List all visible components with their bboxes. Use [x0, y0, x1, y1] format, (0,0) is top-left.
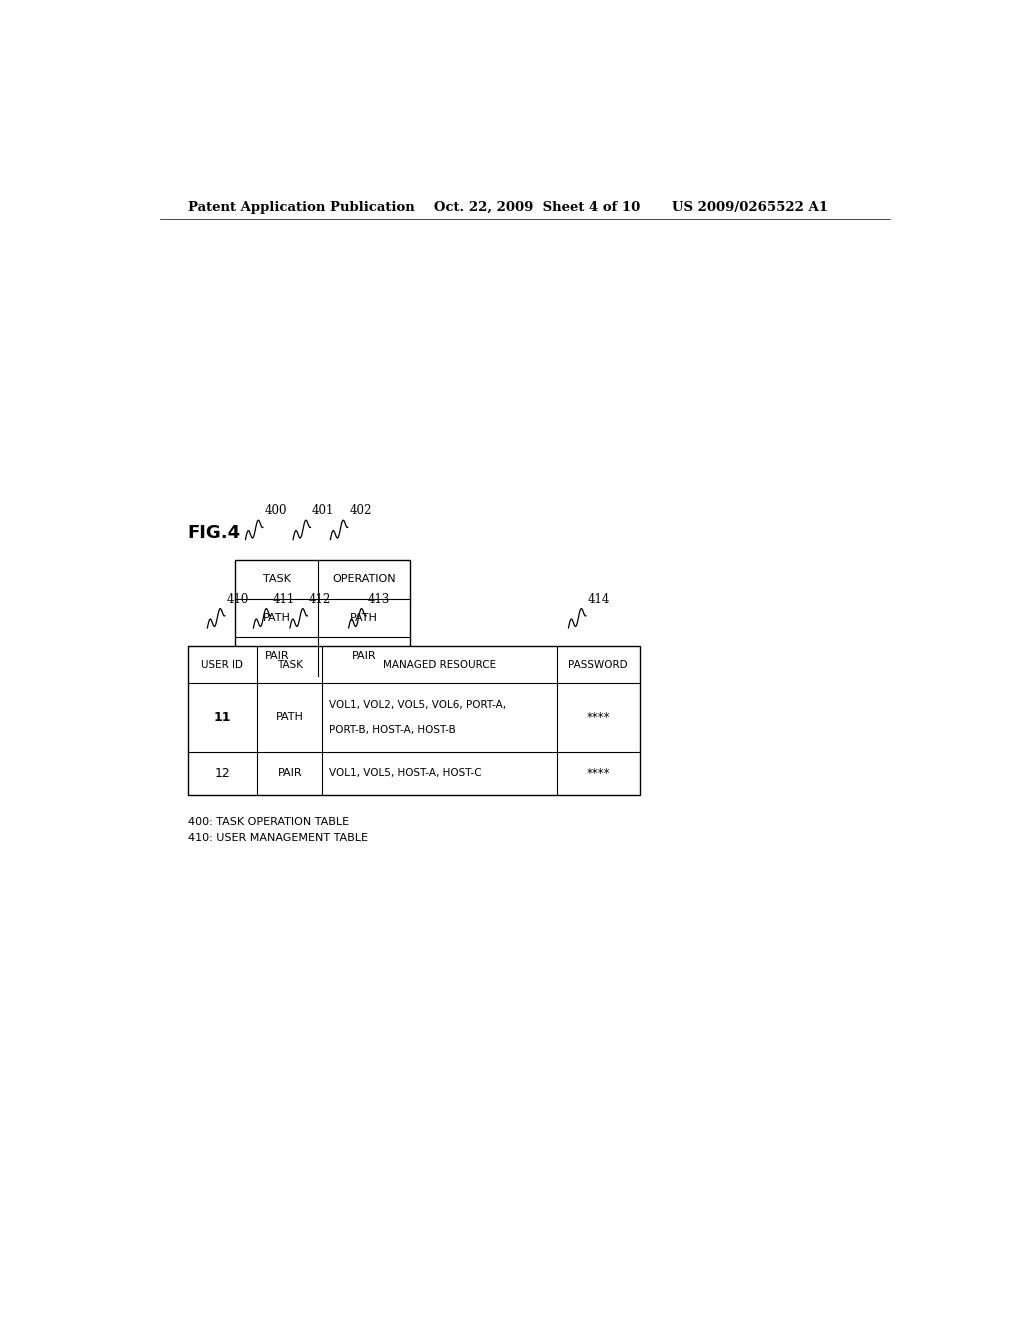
- Text: PATH: PATH: [275, 713, 304, 722]
- Text: 411: 411: [272, 593, 295, 606]
- Text: 400: 400: [264, 504, 287, 517]
- Text: VOL1, VOL2, VOL5, VOL6, PORT-A,: VOL1, VOL2, VOL5, VOL6, PORT-A,: [329, 700, 506, 710]
- Text: 400: TASK OPERATION TABLE: 400: TASK OPERATION TABLE: [187, 817, 348, 828]
- Text: ****: ****: [587, 767, 610, 780]
- Text: Patent Application Publication: Patent Application Publication: [187, 201, 415, 214]
- Text: MANAGED RESOURCE: MANAGED RESOURCE: [383, 660, 496, 669]
- Text: 414: 414: [588, 593, 610, 606]
- Text: US 2009/0265522 A1: US 2009/0265522 A1: [672, 201, 827, 214]
- Text: PASSWORD: PASSWORD: [568, 660, 628, 669]
- Text: FIG.4: FIG.4: [187, 524, 241, 543]
- Text: 12: 12: [215, 767, 230, 780]
- Text: Oct. 22, 2009  Sheet 4 of 10: Oct. 22, 2009 Sheet 4 of 10: [433, 201, 640, 214]
- Text: USER ID: USER ID: [202, 660, 244, 669]
- Text: 402: 402: [349, 504, 372, 517]
- Text: 401: 401: [312, 504, 335, 517]
- Bar: [236, 560, 410, 676]
- Text: 410: 410: [226, 593, 249, 606]
- Text: PAIR: PAIR: [264, 652, 289, 661]
- Text: PATH: PATH: [350, 612, 378, 623]
- Text: 11: 11: [214, 711, 231, 723]
- Text: PORT-B, HOST-A, HOST-B: PORT-B, HOST-A, HOST-B: [329, 725, 456, 735]
- Text: PATH: PATH: [263, 612, 291, 623]
- Text: 410: USER MANAGEMENT TABLE: 410: USER MANAGEMENT TABLE: [187, 833, 368, 843]
- Text: 413: 413: [368, 593, 390, 606]
- Text: OPERATION: OPERATION: [332, 574, 396, 585]
- Bar: [187, 647, 640, 795]
- Text: TASK: TASK: [276, 660, 303, 669]
- Text: PAIR: PAIR: [352, 652, 377, 661]
- Text: VOL1, VOL5, HOST-A, HOST-C: VOL1, VOL5, HOST-A, HOST-C: [329, 768, 481, 779]
- Text: ****: ****: [587, 711, 610, 723]
- Text: TASK: TASK: [263, 574, 291, 585]
- Text: PAIR: PAIR: [278, 768, 302, 779]
- Text: 412: 412: [309, 593, 331, 606]
